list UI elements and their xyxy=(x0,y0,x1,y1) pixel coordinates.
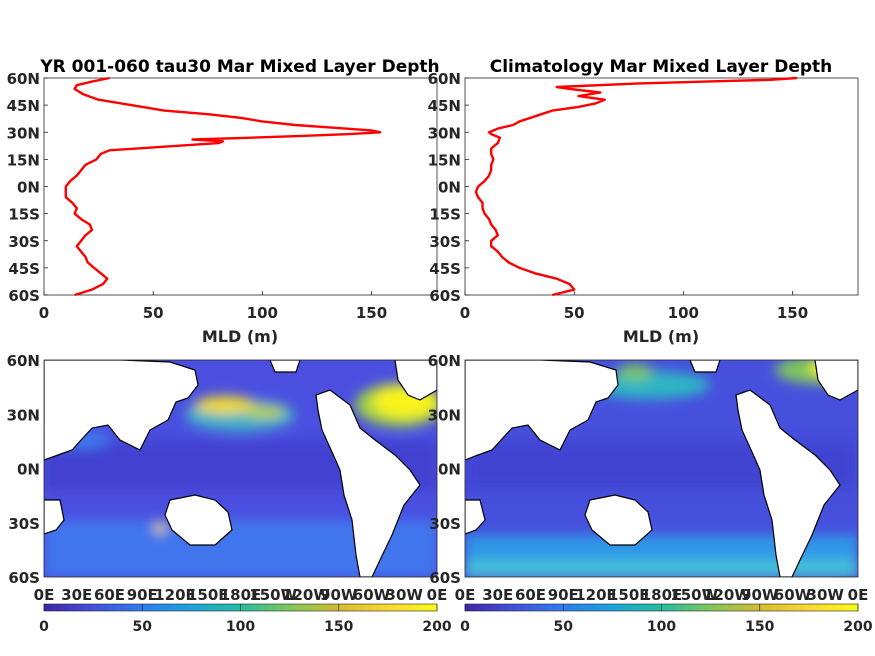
map-right-land xyxy=(465,360,858,577)
panel-left-axes xyxy=(43,77,438,296)
x-tick-label: 150 xyxy=(777,304,808,322)
y-tick-label: 30N xyxy=(428,124,461,142)
colorbar-tick-label: 50 xyxy=(133,619,153,635)
map-x-tick-label: 0E xyxy=(455,586,476,604)
map-x-tick-label: 120W xyxy=(282,586,330,604)
map-y-tick-label: 30N xyxy=(428,406,461,424)
y-tick-label: 30S xyxy=(429,233,461,251)
colorbar-right-ticks: 0 50 100 150 200 xyxy=(460,604,873,635)
map-left-axes xyxy=(43,359,438,578)
y-tick-label: 30S xyxy=(8,233,40,251)
colorbar-tick-label: 100 xyxy=(647,619,676,635)
colorbar-tick-label: 50 xyxy=(554,619,574,635)
panel-left-title: YR 001-060 tau30 Mar Mixed Layer Depth xyxy=(39,57,439,77)
y-tick-label: 45S xyxy=(429,260,461,278)
colorbar-tick-label: 0 xyxy=(460,619,470,635)
y-tick-label: 30N xyxy=(7,124,40,142)
mld-map-left: 0E 30E 60E 90E120E150E180E150W120W90W60W30W… xyxy=(7,352,448,604)
profile-panel-right: Climatology Mar Mixed Layer Depth 0 50 100… xyxy=(428,57,859,346)
y-tick-label: 15N xyxy=(7,151,40,169)
map-x-tick-label: 60E xyxy=(94,586,125,604)
map-y-tick-label: 0N xyxy=(17,461,40,479)
y-tick-label: 45N xyxy=(7,97,40,115)
y-tick-label: 60N xyxy=(7,70,40,88)
x-tick-label: 0 xyxy=(460,304,470,322)
map-x-tick-label: 120E xyxy=(154,586,196,604)
map-y-tick-label: 0N xyxy=(438,461,461,479)
map-x-tick-label: 150W xyxy=(249,586,297,604)
mld-profile-line-right xyxy=(474,76,797,297)
map-x-tick-label: 0E xyxy=(427,586,448,604)
map-x-tick-label: 0E xyxy=(848,586,869,604)
x-tick-label: 0 xyxy=(39,304,49,322)
panel-right-ticks: 0 50 100 150 60S 45S 30S 15S 0N 15N 30N 45N 60N xyxy=(428,70,809,322)
map-x-tick-label: 150W xyxy=(670,586,718,604)
map-x-tick-label: 0E xyxy=(34,586,55,604)
colorbar-tick-label: 200 xyxy=(422,619,451,635)
y-tick-label: 60N xyxy=(428,70,461,88)
map-y-tick-label: 30S xyxy=(8,515,40,533)
map-x-tick-label: 120E xyxy=(575,586,617,604)
map-x-tick-label: 90E xyxy=(548,586,579,604)
map-x-tick-label: 150E xyxy=(187,586,229,604)
y-tick-label: 60S xyxy=(429,287,461,305)
y-tick-label: 45N xyxy=(428,97,461,115)
x-tick-label: 50 xyxy=(143,304,164,322)
map-left-ticks: 0E 30E 60E 90E120E150E180E150W120W90W60W30W… xyxy=(7,352,448,604)
map-y-tick-label: 30N xyxy=(7,406,40,424)
x-tick-label: 50 xyxy=(564,304,585,322)
panel-left-xlabel: MLD (m) xyxy=(202,327,278,346)
x-tick-label: 150 xyxy=(356,304,387,322)
map-x-tick-label: 90W xyxy=(741,586,779,604)
map-x-tick-label: 30W xyxy=(807,586,845,604)
map-x-tick-label: 30E xyxy=(482,586,513,604)
map-x-tick-label: 30E xyxy=(61,586,92,604)
map-x-tick-label: 60E xyxy=(515,586,546,604)
map-left-land xyxy=(44,360,437,577)
map-y-tick-label: 60N xyxy=(428,352,461,370)
profile-panel-left: YR 001-060 tau30 Mar Mixed Layer Depth 0… xyxy=(7,57,440,346)
panel-right-axes xyxy=(464,77,859,296)
colorbar-right: 0 50 100 150 200 xyxy=(460,603,873,635)
colorbar-left-ticks: 0 50 100 150 200 xyxy=(39,604,452,635)
panel-left-ticks: 0 50 100 150 60S 45S 30S 15S 0N 15N 30N 45N 60N xyxy=(7,70,388,322)
map-x-tick-label: 120W xyxy=(703,586,751,604)
mld-profile-line-left xyxy=(64,76,382,297)
map-right-ticks: 0E 30E 60E 90E120E150E180E150W120W90W60W30W… xyxy=(428,352,869,604)
colorbar-tick-label: 0 xyxy=(39,619,49,635)
y-tick-label: 0N xyxy=(438,179,461,197)
colorbar-tick-label: 150 xyxy=(324,619,353,635)
y-tick-label: 45S xyxy=(8,260,40,278)
map-x-tick-label: 60W xyxy=(774,586,812,604)
map-x-tick-label: 180E xyxy=(220,586,262,604)
y-tick-label: 15N xyxy=(428,151,461,169)
map-x-tick-label: 150E xyxy=(608,586,650,604)
map-x-tick-label: 90E xyxy=(127,586,158,604)
colorbar-tick-label: 200 xyxy=(843,619,872,635)
y-tick-label: 15S xyxy=(8,206,40,224)
y-tick-label: 15S xyxy=(429,206,461,224)
colorbar-tick-label: 150 xyxy=(745,619,774,635)
map-y-tick-label: 60N xyxy=(7,352,40,370)
map-x-tick-label: 180E xyxy=(641,586,683,604)
panel-right-xlabel: MLD (m) xyxy=(623,327,699,346)
map-x-tick-label: 90W xyxy=(320,586,358,604)
y-tick-label: 0N xyxy=(17,179,40,197)
panel-right-title: Climatology Mar Mixed Layer Depth xyxy=(490,57,833,77)
map-y-tick-label: 30S xyxy=(429,515,461,533)
map-y-tick-label: 60S xyxy=(8,569,40,587)
colorbar-left: 0 50 100 150 200 xyxy=(39,603,452,635)
x-tick-label: 100 xyxy=(668,304,699,322)
mld-map-right: 0E 30E 60E 90E120E150E180E150W120W90W60W30W… xyxy=(428,352,869,604)
y-tick-label: 60S xyxy=(8,287,40,305)
map-y-tick-label: 60S xyxy=(429,569,461,587)
map-x-tick-label: 60W xyxy=(353,586,391,604)
map-right-axes xyxy=(464,359,859,578)
x-tick-label: 100 xyxy=(247,304,278,322)
map-x-tick-label: 30W xyxy=(386,586,424,604)
colorbar-tick-label: 100 xyxy=(226,619,255,635)
